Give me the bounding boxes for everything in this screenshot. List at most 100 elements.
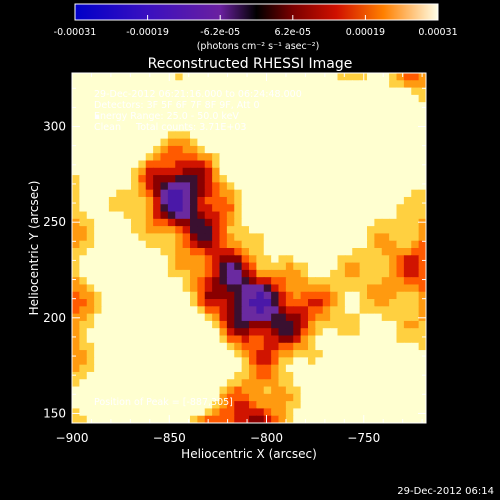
heatmap-cell	[256, 291, 265, 300]
heatmap-cell	[293, 218, 302, 227]
x-tick-label: −800	[250, 431, 283, 445]
heatmap-cell	[212, 357, 221, 366]
heatmap-cell	[293, 379, 302, 388]
heatmap-cell	[219, 175, 228, 183]
heatmap-cell	[359, 379, 368, 388]
heatmap-cell	[300, 313, 309, 322]
heatmap-cell	[396, 80, 405, 89]
heatmap-cell	[396, 379, 405, 388]
heatmap-cell	[411, 350, 420, 358]
heatmap-cell	[403, 124, 412, 132]
heatmap-cell	[79, 393, 88, 402]
heatmap-cell	[160, 226, 169, 235]
heatmap-cell	[190, 182, 198, 191]
heatmap-cell	[167, 364, 176, 373]
heatmap-cell	[204, 160, 213, 169]
heatmap-cell	[212, 255, 221, 264]
heatmap-cell	[352, 320, 361, 329]
heatmap-cell	[308, 87, 316, 96]
heatmap-cell	[108, 240, 117, 249]
heatmap-cell	[241, 284, 250, 293]
heatmap-cell	[322, 291, 331, 300]
heatmap-cell	[308, 386, 316, 395]
heatmap-cell	[116, 393, 125, 402]
heatmap-cell	[123, 160, 132, 169]
heatmap-cell	[359, 401, 368, 410]
heatmap-cell	[72, 371, 80, 380]
heatmap-cell	[389, 277, 398, 286]
heatmap-cell	[160, 415, 169, 423]
heatmap-cell	[389, 320, 398, 329]
heatmap-cell	[330, 379, 339, 388]
heatmap-cell	[403, 328, 412, 337]
heatmap-cell	[72, 379, 80, 388]
heatmap-cell	[396, 342, 405, 351]
heatmap-cell	[167, 248, 176, 256]
heatmap-cell	[204, 196, 213, 205]
heatmap-cell	[367, 167, 375, 176]
heatmap-cell	[182, 371, 191, 380]
heatmap-cell	[153, 233, 162, 242]
heatmap-cell	[403, 175, 412, 183]
heatmap-cell	[293, 80, 302, 89]
heatmap-cell	[352, 87, 361, 96]
heatmap-cell	[138, 357, 147, 366]
heatmap-cell	[411, 299, 420, 307]
heatmap-cell	[197, 284, 206, 293]
heatmap-cell	[226, 102, 235, 111]
heatmap-cell	[175, 218, 184, 227]
heatmap-cell	[403, 160, 412, 169]
heatmap-cell	[72, 102, 80, 111]
heatmap-cell	[337, 371, 346, 380]
heatmap-cell	[234, 379, 243, 388]
heatmap-cell	[175, 291, 184, 300]
heatmap-cell	[123, 167, 132, 176]
heatmap-cell	[367, 335, 375, 344]
heatmap-cell	[418, 262, 426, 271]
heatmap-cell	[160, 138, 169, 147]
heatmap-cell	[396, 73, 405, 81]
heatmap-cell	[330, 182, 339, 191]
heatmap-cell	[116, 342, 125, 351]
heatmap-cell	[315, 255, 324, 264]
heatmap-cell	[315, 342, 324, 351]
heatmap-cell	[249, 167, 257, 176]
heatmap-cell	[403, 240, 412, 249]
heatmap-cell	[381, 306, 390, 315]
heatmap-cell	[278, 196, 287, 205]
heatmap-cell	[315, 145, 324, 154]
heatmap-cell	[160, 80, 169, 89]
heatmap-cell	[418, 87, 426, 96]
colorbar-ticks: -0.00031 -0.00019 -6.2e-05 6.2e-05 0.00019 0.…	[54, 15, 458, 38]
heatmap-cell	[153, 386, 162, 395]
heatmap-cell	[153, 182, 162, 191]
heatmap-cell	[300, 87, 309, 96]
time-range-annotation: 29-Dec-2012 06:21:16.000 to 06:24:48.000	[94, 89, 302, 100]
heatmap-cell	[271, 102, 280, 111]
heatmap-cell	[403, 415, 412, 423]
heatmap-cell	[411, 277, 420, 286]
heatmap-cell	[367, 248, 375, 256]
heatmap-cell	[79, 269, 88, 278]
heatmap-cell	[204, 415, 213, 423]
heatmap-cell	[131, 182, 139, 191]
heatmap-cell	[285, 320, 294, 329]
heatmap-cell	[403, 218, 412, 227]
heatmap-cell	[167, 408, 176, 417]
heatmap-cell	[101, 408, 110, 417]
heatmap-cell	[322, 386, 331, 395]
heatmap-cell	[293, 189, 302, 198]
heatmap-cell	[138, 211, 147, 220]
heatmap-cell	[389, 73, 398, 81]
heatmap-cell	[190, 102, 198, 111]
heatmap-cell	[219, 357, 228, 366]
heatmap-cell	[94, 379, 103, 388]
heatmap-cell	[403, 299, 412, 307]
heatmap-cell	[403, 182, 412, 191]
heatmap-cell	[374, 175, 383, 183]
heatmap-cell	[285, 87, 294, 96]
heatmap-cell	[300, 248, 309, 256]
heatmap-cell	[352, 182, 361, 191]
heatmap-cell	[285, 342, 294, 351]
heatmap-cell	[108, 401, 117, 410]
